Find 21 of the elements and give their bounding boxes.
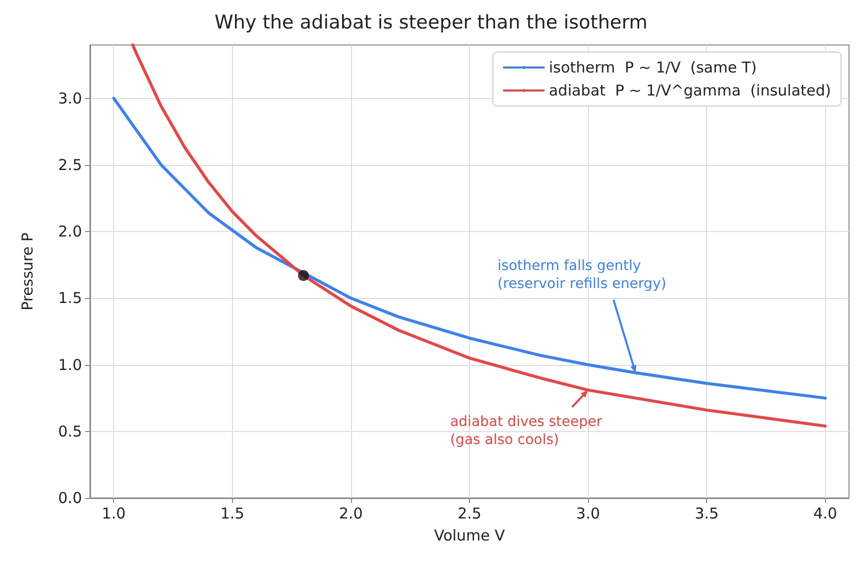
y-axis-title: Pressure P: [18, 232, 36, 310]
x-tick-label: 2.0: [338, 504, 363, 522]
annotation: isotherm falls gently (reservoir refills energy): [498, 258, 666, 292]
y-tick-label: 0.5: [58, 422, 82, 440]
y-tick-label: 2.0: [58, 222, 82, 241]
x-tick-label: 1.5: [220, 504, 244, 522]
legend-label: isotherm P ~ 1/V (same T): [548, 58, 757, 76]
x-tick-label: 4.0: [813, 504, 838, 522]
x-tick-label: 1.0: [102, 504, 126, 522]
x-axis-title: Volume V: [434, 526, 506, 544]
y-tick-label: 0.0: [58, 489, 82, 507]
x-tick-label: 3.0: [576, 504, 600, 522]
y-tick-label: 2.5: [58, 156, 82, 174]
x-tick-label: 2.5: [458, 504, 482, 522]
y-tick-label: 1.5: [58, 289, 82, 308]
chart-title: Why the adiabat is steeper than the isotherm: [214, 12, 648, 34]
annotation: adiabat dives steeper (gas also cools): [450, 414, 602, 448]
y-tick-label: 1.0: [58, 356, 82, 374]
y-tick-label: 3.0: [58, 89, 82, 108]
x-tick-label: 3.5: [694, 504, 719, 522]
legend-label: adiabat P ~ 1/V^gamma (insulated): [548, 82, 832, 100]
